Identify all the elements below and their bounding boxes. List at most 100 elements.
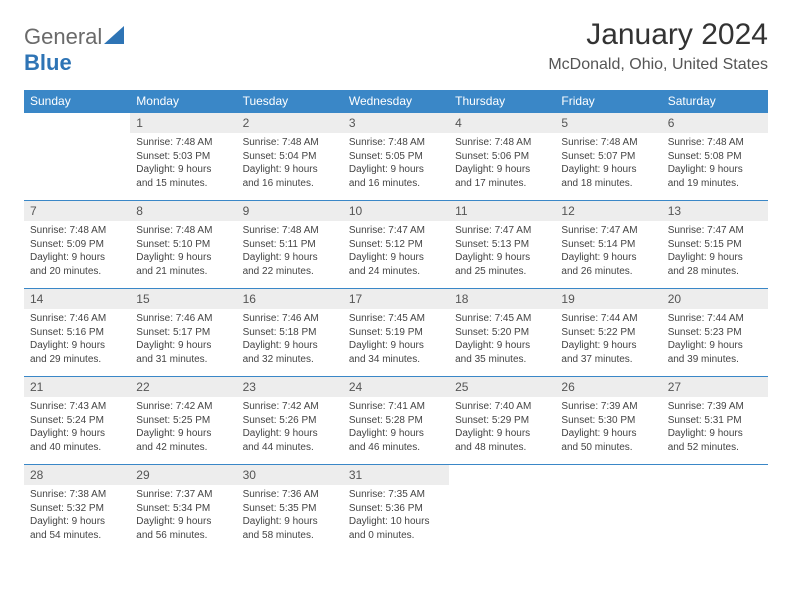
brand-text: General Blue [24,24,124,76]
day-line-d1: Daylight: 9 hours [243,515,337,529]
day-line-ss: Sunset: 5:13 PM [455,238,549,252]
day-line-sr: Sunrise: 7:48 AM [668,136,762,150]
day-line-sr: Sunrise: 7:42 AM [136,400,230,414]
calendar-week: 21Sunrise: 7:43 AMSunset: 5:24 PMDayligh… [24,377,768,465]
calendar-week: 14Sunrise: 7:46 AMSunset: 5:16 PMDayligh… [24,289,768,377]
day-number: 30 [237,465,343,485]
day-line-d2: and 22 minutes. [243,265,337,279]
day-number: 7 [24,201,130,221]
day-line-ss: Sunset: 5:25 PM [136,414,230,428]
day-details: Sunrise: 7:46 AMSunset: 5:18 PMDaylight:… [237,309,343,372]
day-number: 6 [662,113,768,133]
day-number: 15 [130,289,236,309]
header: General Blue January 2024 McDonald, Ohio… [24,18,768,76]
day-line-d1: Daylight: 9 hours [30,427,124,441]
calendar-cell: 15Sunrise: 7:46 AMSunset: 5:17 PMDayligh… [130,289,236,377]
day-details: Sunrise: 7:48 AMSunset: 5:04 PMDaylight:… [237,133,343,196]
day-details: Sunrise: 7:44 AMSunset: 5:22 PMDaylight:… [555,309,661,372]
day-line-ss: Sunset: 5:07 PM [561,150,655,164]
day-line-d2: and 54 minutes. [30,529,124,543]
calendar-cell [449,465,555,553]
day-line-ss: Sunset: 5:05 PM [349,150,443,164]
day-details: Sunrise: 7:47 AMSunset: 5:14 PMDaylight:… [555,221,661,284]
calendar-cell: 28Sunrise: 7:38 AMSunset: 5:32 PMDayligh… [24,465,130,553]
day-number: 4 [449,113,555,133]
day-line-ss: Sunset: 5:31 PM [668,414,762,428]
calendar-week: 7Sunrise: 7:48 AMSunset: 5:09 PMDaylight… [24,201,768,289]
day-line-sr: Sunrise: 7:48 AM [243,224,337,238]
calendar-cell: 25Sunrise: 7:40 AMSunset: 5:29 PMDayligh… [449,377,555,465]
day-number: 5 [555,113,661,133]
calendar-cell: 30Sunrise: 7:36 AMSunset: 5:35 PMDayligh… [237,465,343,553]
day-line-d1: Daylight: 10 hours [349,515,443,529]
day-number: 13 [662,201,768,221]
day-line-sr: Sunrise: 7:46 AM [243,312,337,326]
calendar-table: SundayMondayTuesdayWednesdayThursdayFrid… [24,90,768,553]
day-line-d2: and 15 minutes. [136,177,230,191]
day-details: Sunrise: 7:38 AMSunset: 5:32 PMDaylight:… [24,485,130,548]
calendar-cell: 8Sunrise: 7:48 AMSunset: 5:10 PMDaylight… [130,201,236,289]
day-number: 12 [555,201,661,221]
day-number: 16 [237,289,343,309]
day-line-sr: Sunrise: 7:46 AM [30,312,124,326]
day-line-ss: Sunset: 5:26 PM [243,414,337,428]
calendar-cell: 17Sunrise: 7:45 AMSunset: 5:19 PMDayligh… [343,289,449,377]
day-line-d2: and 17 minutes. [455,177,549,191]
day-line-sr: Sunrise: 7:47 AM [349,224,443,238]
day-line-ss: Sunset: 5:17 PM [136,326,230,340]
calendar-cell: 6Sunrise: 7:48 AMSunset: 5:08 PMDaylight… [662,113,768,201]
day-line-d1: Daylight: 9 hours [30,339,124,353]
day-line-d1: Daylight: 9 hours [561,339,655,353]
day-number: 3 [343,113,449,133]
day-number: 10 [343,201,449,221]
calendar-cell: 7Sunrise: 7:48 AMSunset: 5:09 PMDaylight… [24,201,130,289]
calendar-week: 1 Sunrise: 7:48 AM Sunset: 5:03 PM Daylight… [24,113,768,201]
day-details: Sunrise: 7:36 AMSunset: 5:35 PMDaylight:… [237,485,343,548]
day-line-d2: and 48 minutes. [455,441,549,455]
weekday-header: Sunday [24,90,130,113]
day-line-ss: Sunset: 5:11 PM [243,238,337,252]
day-line-d1: Daylight: 9 hours [561,427,655,441]
day-line-ss: Sunset: 5:15 PM [668,238,762,252]
day-line-ss: Sunset: 5:24 PM [30,414,124,428]
day-details: Sunrise: 7:42 AMSunset: 5:26 PMDaylight:… [237,397,343,460]
day-number: 18 [449,289,555,309]
calendar-cell: 18Sunrise: 7:45 AMSunset: 5:20 PMDayligh… [449,289,555,377]
day-line-sr: Sunrise: 7:48 AM [349,136,443,150]
day-line-d1: Daylight: 9 hours [30,251,124,265]
day-line-d2: and 50 minutes. [561,441,655,455]
day-line-d2: and 21 minutes. [136,265,230,279]
day-line-d1: Daylight: 9 hours [30,515,124,529]
day-line-ss: Sunset: 5:29 PM [455,414,549,428]
sail-icon [104,24,124,50]
day-line-d1: Daylight: 9 hours [455,251,549,265]
day-number: 8 [130,201,236,221]
day-line-d1: Daylight: 9 hours [668,251,762,265]
day-line-ss: Sunset: 5:35 PM [243,502,337,516]
day-number: 19 [555,289,661,309]
day-line-d1: Daylight: 9 hours [136,427,230,441]
day-line-d1: Daylight: 9 hours [668,163,762,177]
day-line-ss: Sunset: 5:03 PM [136,150,230,164]
day-details: Sunrise: 7:48 AMSunset: 5:06 PMDaylight:… [449,133,555,196]
day-line-d2: and 32 minutes. [243,353,337,367]
day-line-sr: Sunrise: 7:47 AM [668,224,762,238]
day-details: Sunrise: 7:45 AMSunset: 5:19 PMDaylight:… [343,309,449,372]
day-line-d1: Daylight: 9 hours [136,515,230,529]
day-line-sr: Sunrise: 7:48 AM [561,136,655,150]
day-line-d1: Daylight: 9 hours [349,251,443,265]
weekday-header: Friday [555,90,661,113]
day-line-d2: and 39 minutes. [668,353,762,367]
day-number: 27 [662,377,768,397]
day-number: 28 [24,465,130,485]
brand-logo: General Blue [24,18,124,76]
day-number: 26 [555,377,661,397]
day-line-sr: Sunrise: 7:35 AM [349,488,443,502]
day-number: 1 [130,113,236,133]
day-line-d2: and 0 minutes. [349,529,443,543]
day-details: Sunrise: 7:46 AMSunset: 5:16 PMDaylight:… [24,309,130,372]
day-number: 2 [237,113,343,133]
calendar-cell: 21Sunrise: 7:43 AMSunset: 5:24 PMDayligh… [24,377,130,465]
day-line-d1: Daylight: 9 hours [455,427,549,441]
calendar-body: 1 Sunrise: 7:48 AM Sunset: 5:03 PM Daylight… [24,113,768,553]
